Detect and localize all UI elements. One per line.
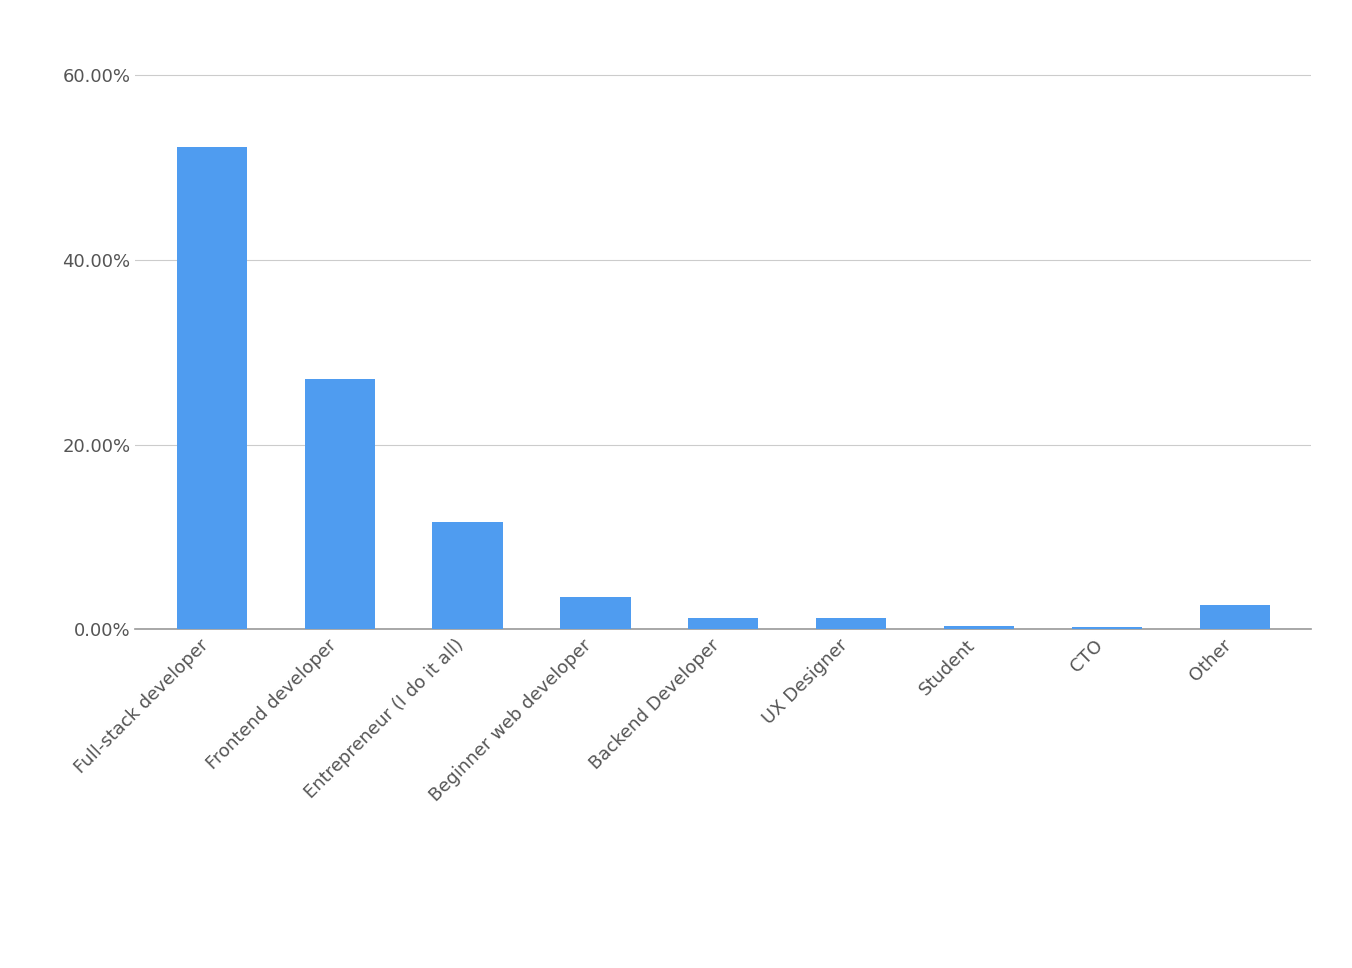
Bar [1072,627,1142,629]
Bar [433,522,503,629]
Bar [688,618,758,629]
Bar [304,378,375,629]
Bar [177,147,247,629]
Bar [944,626,1014,629]
Bar [1199,605,1270,629]
Bar [560,597,630,629]
Bar [817,619,887,629]
